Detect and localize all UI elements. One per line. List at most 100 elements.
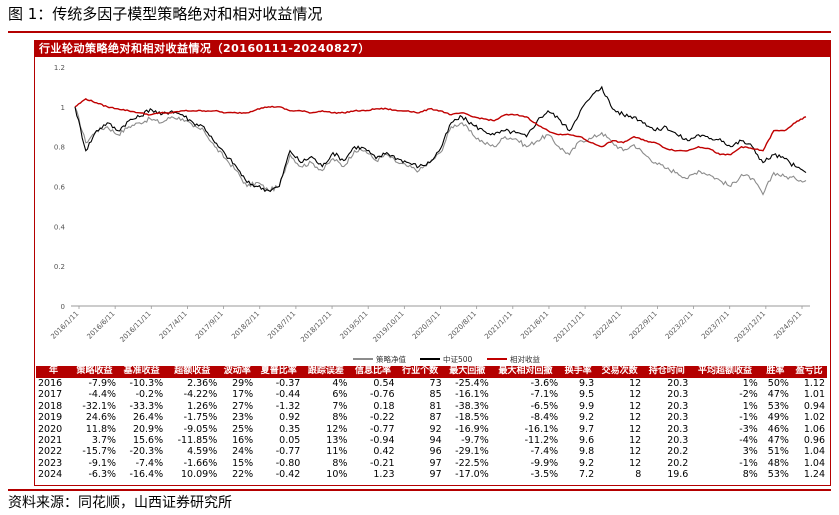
table-cell: -18.5% <box>455 412 489 424</box>
table-cell: 2.36% <box>187 378 218 389</box>
x-tick-label: 2017/9/11 <box>194 310 225 341</box>
table-cell: -38.3% <box>455 400 489 412</box>
table-cell: 17% <box>232 389 254 401</box>
table-cell: -1.32 <box>275 400 301 412</box>
table-header-cell: 盈亏比 <box>790 366 827 378</box>
table-cell: -0.80 <box>275 457 301 469</box>
table-cell: 20.9% <box>132 423 164 435</box>
table-cell: -17.0% <box>455 469 489 481</box>
table-year-cell: 2019 <box>38 412 63 424</box>
table-cell: -3.5% <box>530 469 559 481</box>
table-cell: 6% <box>332 389 348 401</box>
table-cell: 96 <box>429 446 442 458</box>
table-cell: 0.18 <box>373 400 395 412</box>
table-cell: 1.24 <box>803 469 825 481</box>
table-header-cell: 基准收益 <box>118 366 166 378</box>
table-cell: 53% <box>767 400 789 412</box>
table-cell: -7.9% <box>88 378 117 389</box>
table-cell: 29% <box>232 378 254 389</box>
table-cell: -1% <box>739 457 758 469</box>
table-cell: -16.1% <box>524 423 559 435</box>
table-cell: -0.22 <box>369 412 395 424</box>
table-cell: 24% <box>232 446 254 458</box>
chart-panel: 行业轮动策略绝对和相对收益情况（20160111-20240827） 0 0.2 0… <box>34 40 831 486</box>
table-row: 2024 -6.3% -16.4% 10.09% 22% -0.42 10% 1.23 97 -1… <box>36 469 827 480</box>
table-cell: 12 <box>629 423 642 435</box>
table-cell: 1.04 <box>803 446 825 458</box>
table-year-cell: 2022 <box>38 446 63 458</box>
table-cell: 20.3 <box>667 378 689 389</box>
table-cell: 0.35 <box>279 423 301 435</box>
table-cell: -0.42 <box>275 469 301 481</box>
table-cell: 97 <box>429 457 442 469</box>
series-line-1 <box>74 85 807 193</box>
table-year-cell: 2016 <box>38 378 63 389</box>
table-header-cell: 信息比率 <box>349 366 397 378</box>
table-cell: 10.09% <box>181 469 218 481</box>
table-cell: 8% <box>332 412 348 424</box>
table-cell: 97 <box>429 469 442 481</box>
table-cell: 23% <box>232 412 254 424</box>
legend-label: 策略净值 <box>376 354 406 364</box>
table-cell: 9.2 <box>579 412 595 424</box>
table-cell: 9.6 <box>579 435 595 447</box>
table-header-cell: 换手率 <box>560 366 597 378</box>
stats-table: 年策略收益 基准收益 超额收益 波动率 夏普比率 跟踪误差 信息比率 行业个数 最大回撤 最大相对… <box>36 366 827 481</box>
table-cell: 20.3 <box>667 389 689 401</box>
table-cell: -11.85% <box>177 435 218 447</box>
table-cell: -9.05% <box>183 423 218 435</box>
table-cell: 3.7% <box>91 435 117 447</box>
x-tick-label: 2019/5/11 <box>339 310 370 341</box>
table-year-cell: 2018 <box>38 400 63 412</box>
source-note: 资料来源：同花顺，山西证券研究所 <box>8 495 232 511</box>
table-cell: -16.9% <box>455 423 489 435</box>
y-tick-label: 0.2 <box>54 263 65 271</box>
table-cell: 49% <box>767 412 789 424</box>
table-cell: 48% <box>767 457 789 469</box>
table-cell: -0.37 <box>275 378 301 389</box>
x-tick-label: 2022/4/11 <box>592 310 623 341</box>
x-tick-label: 2021/1/11 <box>483 310 514 341</box>
x-tick-label: 2023/2/11 <box>664 310 695 341</box>
table-cell: 81 <box>429 400 442 412</box>
x-tick-label: 2016/6/11 <box>86 310 117 341</box>
table-cell: 9.8 <box>579 446 595 458</box>
table-cell: -4% <box>739 435 758 447</box>
x-tick-label: 2021/11/11 <box>552 310 586 344</box>
table-cell: -9.1% <box>88 457 117 469</box>
table-cell: 47% <box>767 435 789 447</box>
table-cell: -4.22% <box>183 389 218 401</box>
table-cell: 27% <box>232 400 254 412</box>
bottom-rule <box>8 489 831 491</box>
table-cell: -16.1% <box>455 389 489 401</box>
table-cell: -9.7% <box>461 435 489 447</box>
table-cell: 20.3 <box>667 435 689 447</box>
table-cell: 51% <box>767 446 789 458</box>
table-cell: -0.76 <box>369 389 395 401</box>
y-tick-label: 0.6 <box>54 184 66 192</box>
table-cell: 1.26% <box>187 400 218 412</box>
table-header-cell: 平均超额收益 <box>690 366 760 378</box>
table-cell: 22% <box>232 469 254 481</box>
table-header-cell: 最大回撤 <box>443 366 491 378</box>
table-header-cell: 波动率 <box>219 366 256 378</box>
table-cell: 92 <box>429 423 442 435</box>
y-tick-label: 0 <box>61 303 65 311</box>
table-cell: 8% <box>742 469 758 481</box>
table-cell: 1.02 <box>803 412 825 424</box>
table-cell: -6.3% <box>88 469 117 481</box>
table-cell: 1.06 <box>803 423 825 435</box>
x-tick-label: 2020/8/11 <box>447 310 478 341</box>
table-cell: -10.3% <box>129 378 164 389</box>
table-cell: 73 <box>429 378 442 389</box>
table-cell: -0.94 <box>369 435 395 447</box>
table-row: 2020 11.8% 20.9% -9.05% 25% 0.35 12% -0.77 92 -16… <box>36 424 827 435</box>
chart-title: 行业轮动策略绝对和相对收益情况（20160111-20240827） <box>39 42 371 55</box>
line-chart: 0 0.2 0.4 0.6 0.8 1 1.2 2016/1/11 2016/6/11 2016/… <box>49 64 810 364</box>
table-header-cell: 交易次数 <box>596 366 644 378</box>
table-cell: 12 <box>629 400 642 412</box>
table-cell: 12% <box>326 423 348 435</box>
top-rule <box>8 31 831 33</box>
table-cell: 1% <box>742 400 758 412</box>
x-tick-label: 2023/7/11 <box>700 310 731 341</box>
